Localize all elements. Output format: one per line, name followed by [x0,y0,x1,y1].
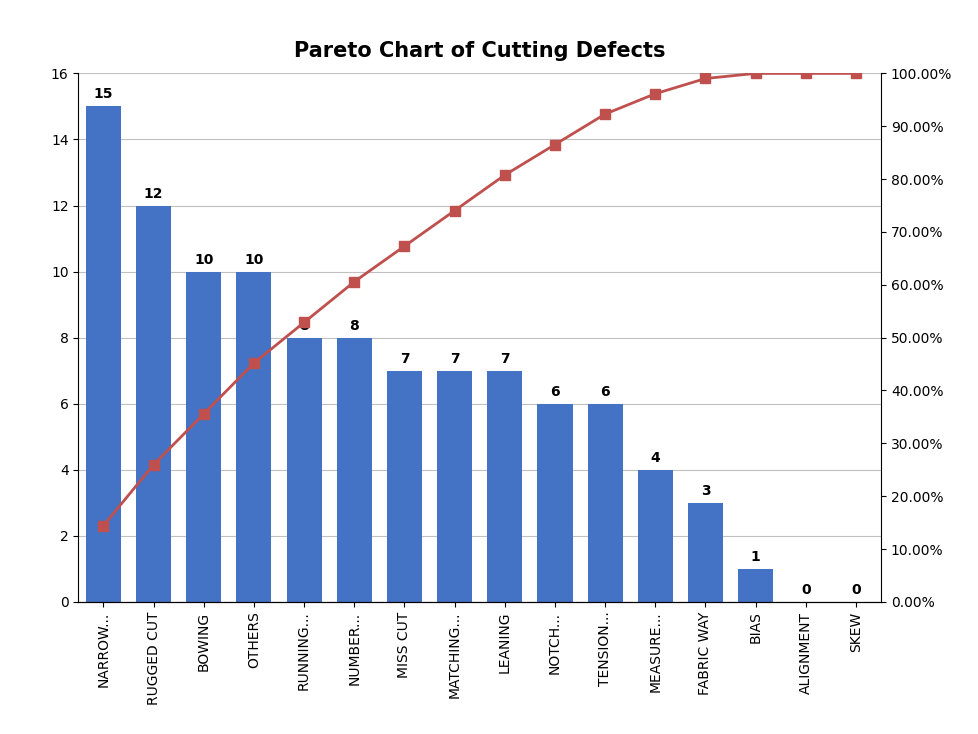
Bar [136,206,171,602]
Text: 7: 7 [399,352,409,366]
Bar [436,371,471,602]
Bar [487,371,522,602]
Text: 8: 8 [299,319,309,333]
Bar [737,569,773,602]
Title: Pareto Chart of Cutting Defects: Pareto Chart of Cutting Defects [293,40,665,61]
Bar [336,338,372,602]
Text: 6: 6 [600,385,609,399]
Text: 4: 4 [649,451,659,465]
Text: 0: 0 [800,583,810,597]
Bar [688,503,723,602]
Bar [637,470,672,602]
Text: 15: 15 [94,87,113,101]
Text: 7: 7 [449,352,459,366]
Text: 1: 1 [750,550,760,564]
Bar [287,338,322,602]
Text: 8: 8 [349,319,359,333]
Bar [236,272,271,602]
Bar [186,272,221,602]
Text: 10: 10 [244,252,263,266]
Bar [386,371,422,602]
Text: 3: 3 [700,484,710,498]
Text: 10: 10 [194,252,213,266]
Bar [587,404,622,602]
Bar [86,106,121,602]
Text: 0: 0 [850,583,860,597]
Text: 7: 7 [500,352,510,366]
Text: 6: 6 [550,385,559,399]
Bar [537,404,572,602]
Text: 12: 12 [144,186,163,200]
